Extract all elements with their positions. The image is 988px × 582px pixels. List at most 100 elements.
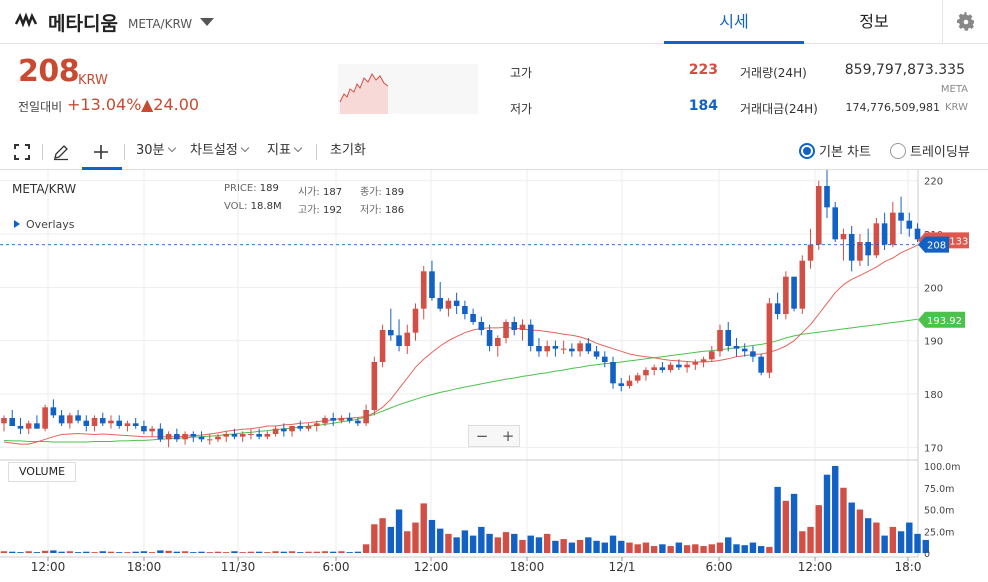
- amount-24h-label: 거래대금(24H): [740, 102, 818, 116]
- volume-bar: [41, 550, 49, 553]
- candle-body: [116, 420, 123, 426]
- volume-bar: [33, 552, 41, 553]
- basic-chart-radio[interactable]: [799, 143, 815, 159]
- volume-bar: [338, 551, 345, 553]
- overlays-toggle[interactable]: Overlays: [14, 218, 75, 231]
- volume-bar: [683, 545, 691, 553]
- time-tick-label: 11/30: [221, 560, 256, 574]
- time-tick-label: 6:00: [706, 560, 733, 574]
- candle-body: [733, 346, 740, 349]
- volume-24h-value: 859,797,873.335: [844, 62, 965, 78]
- volume-bar: [83, 551, 90, 553]
- ohlc-close: 종가: 189: [360, 183, 404, 198]
- pencil-icon[interactable]: [52, 143, 70, 161]
- volume-bar: [412, 522, 419, 553]
- candle-body: [182, 434, 188, 440]
- candle-body: [470, 314, 476, 322]
- chart-settings-button[interactable]: 차트설정: [190, 134, 250, 170]
- volume-bar: [856, 509, 864, 553]
- candle-body: [906, 220, 913, 229]
- candle-body: [42, 407, 48, 429]
- volume-bar: [609, 535, 617, 553]
- price-tick-label: 200: [924, 283, 943, 294]
- volume-bar: [9, 551, 16, 553]
- candle-body: [379, 330, 386, 362]
- candle-body: [676, 364, 682, 368]
- ma-long-tag: [918, 311, 965, 328]
- candle-body: [618, 383, 625, 386]
- candle-body: [560, 348, 567, 350]
- tradingview-radio[interactable]: [890, 143, 906, 159]
- ohlc-high-label: 고가:: [298, 205, 320, 216]
- header-bar: 메타디움 META/KRW 시세 정보: [0, 0, 988, 44]
- volume-bar: [716, 542, 724, 553]
- coin-pair: META/KRW: [128, 17, 193, 31]
- volume-bar: [74, 552, 82, 553]
- volume-bar: [379, 518, 386, 553]
- metadium-logo-icon: [14, 12, 38, 28]
- candle-body: [783, 276, 789, 314]
- candle-body: [824, 186, 830, 208]
- zoom-in-button[interactable]: +: [501, 427, 515, 445]
- active-tool-indicator: [82, 167, 122, 170]
- tab-info[interactable]: 정보: [859, 12, 889, 31]
- change-rate: +13.04%: [67, 95, 142, 114]
- gear-icon[interactable]: [956, 12, 976, 32]
- candle-body: [404, 332, 411, 346]
- candle-body: [758, 356, 764, 373]
- ohlc-price-value: 189: [259, 183, 279, 194]
- ohlc-open-value: 187: [322, 187, 343, 198]
- candle-body: [659, 367, 666, 370]
- candle-body: [684, 364, 690, 368]
- candle-body: [371, 362, 378, 410]
- interval-select[interactable]: 30분: [136, 134, 176, 170]
- candle-body: [552, 346, 559, 349]
- candle-body: [840, 234, 847, 240]
- candle-body: [610, 362, 616, 384]
- zoom-out-button[interactable]: −: [475, 427, 489, 445]
- high-label: 고가: [510, 66, 533, 80]
- volume-bar: [264, 552, 271, 553]
- volume-bar: [914, 533, 921, 553]
- tab-price[interactable]: 시세: [664, 0, 804, 44]
- candle-body: [75, 415, 81, 421]
- volume-bar: [0, 551, 8, 553]
- indicators-button[interactable]: 지표: [267, 134, 303, 170]
- candle-body: [486, 330, 493, 346]
- chart-toolbar: 30분 차트설정 지표 초기화: [0, 134, 988, 170]
- volume-bar: [428, 519, 436, 553]
- volume-bar: [132, 551, 139, 553]
- volume-bar: [692, 544, 699, 553]
- crosshair-plus-icon[interactable]: [92, 143, 110, 161]
- reset-button[interactable]: 초기화: [330, 143, 366, 158]
- volume-bar: [881, 535, 888, 553]
- coin-selector-chevron-down-icon[interactable]: [200, 18, 214, 26]
- candle-body: [165, 434, 172, 440]
- volume-bar: [659, 544, 666, 553]
- candlestick-chart[interactable]: 220210200190180170100.0m75.0m50.0m25.0m0…: [0, 170, 988, 582]
- volume-bar: [543, 533, 551, 553]
- candle-body: [774, 303, 781, 314]
- candle-body: [231, 434, 238, 437]
- ma-long-tag-label: 193.92: [927, 316, 962, 327]
- candle-body: [634, 375, 641, 381]
- fullscreen-icon[interactable]: [14, 144, 30, 160]
- amount-24h-value: 174,776,509,981: [845, 101, 940, 114]
- low-label: 저가: [510, 102, 533, 116]
- volume-bar: [66, 551, 74, 553]
- candle-body: [462, 306, 468, 314]
- candle-body: [651, 367, 657, 370]
- interval-label: 30분: [136, 143, 165, 158]
- zoom-control: − +: [468, 425, 520, 447]
- candle-body: [848, 234, 855, 261]
- candle-body: [67, 415, 73, 424]
- volume-bar: [420, 503, 427, 553]
- volume-24h-label: 거래량(24H): [740, 66, 807, 80]
- time-tick-label: 12/1: [609, 560, 636, 574]
- volume-bar: [642, 542, 650, 553]
- volume-bar: [552, 540, 559, 553]
- volume-bar: [790, 493, 798, 553]
- candle-body: [420, 271, 427, 309]
- time-tick-label: 12:00: [31, 560, 66, 574]
- volume-bar: [17, 552, 24, 553]
